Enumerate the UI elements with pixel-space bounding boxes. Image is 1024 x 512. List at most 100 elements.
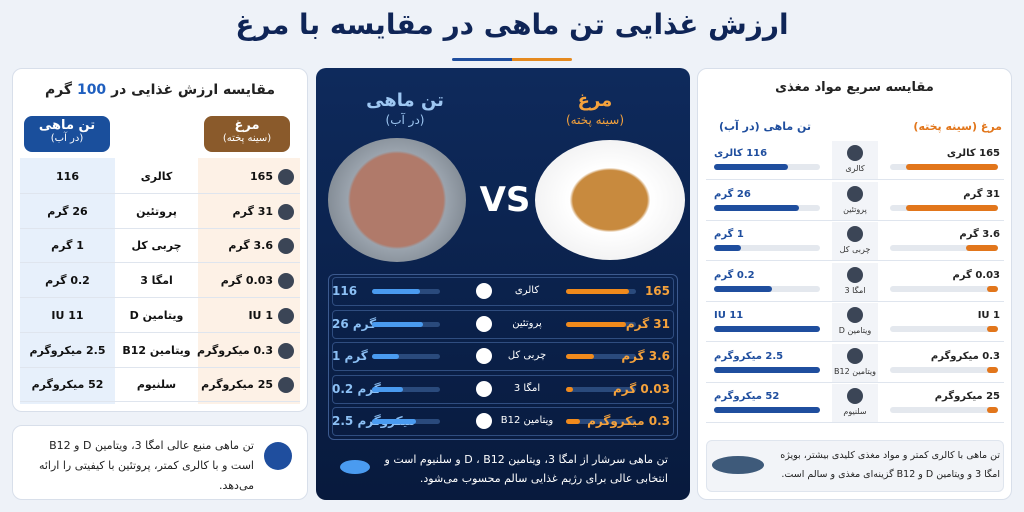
- right-chicken-value: 31 گرم: [963, 188, 1000, 200]
- right-tuna-bar: [714, 164, 789, 170]
- right-chicken-value: 25 میکروگرم: [934, 391, 1000, 402]
- right-chicken-bar: [906, 164, 998, 170]
- nutrient-name: سلنیوم: [136, 378, 177, 392]
- left-note-box: [12, 425, 308, 500]
- mid-chicken-bar: [566, 354, 594, 359]
- mid-chicken-value: 31 گرم: [625, 316, 670, 331]
- right-chicken-value: 3.6 گرم: [959, 229, 1000, 240]
- right-nutrient: سلنیوم: [843, 407, 867, 416]
- vs-label: VS: [479, 180, 531, 220]
- nutrient-icon: [278, 169, 294, 185]
- right-tuna-bar: [714, 204, 799, 211]
- right-tuna-value: 1 گرم: [714, 229, 744, 240]
- table-row: [20, 299, 300, 333]
- chicken-value: 165: [250, 170, 273, 183]
- mid-tuna: تن ماهی: [366, 90, 444, 111]
- chicken-value: 3.6 گرم: [228, 239, 273, 253]
- nutrient-icon: [278, 273, 294, 290]
- nutrient-icon: [278, 307, 294, 324]
- chicken-pill-sub: (سینه پخته): [222, 133, 272, 144]
- table-row: [20, 160, 300, 194]
- right-row: [706, 302, 1004, 342]
- page-title: ارزش غذایی تن ماهی در مقایسه با مرغ: [235, 8, 789, 41]
- mid-chicken-bar: [566, 419, 580, 424]
- chicken-pill-label: مرغ: [234, 118, 260, 133]
- mid-nutrient: پروتئین: [512, 317, 542, 329]
- nutrient-name: ویتامین D: [129, 308, 184, 322]
- mid-chicken-value: 3.6 گرم: [621, 349, 670, 363]
- mid-icon: [476, 348, 492, 364]
- right-tuna-track: [714, 245, 820, 251]
- nutrient-icon: [278, 377, 294, 394]
- right-chicken-bar: [987, 407, 998, 413]
- mid-icon: [476, 283, 492, 299]
- mid-chicken-bar-track: [566, 354, 636, 359]
- mid-row: [332, 374, 674, 404]
- table-row: [20, 368, 300, 403]
- right-chicken-value: 0.03 گرم: [952, 269, 1000, 281]
- left-note: تن ماهی منبع عالی امگا 3، ویتامین D و B1…: [38, 439, 254, 492]
- right-icon: [847, 307, 863, 323]
- right-icon: [847, 185, 863, 202]
- right-chicken-track: [890, 407, 998, 413]
- tuna-value: 116: [56, 170, 79, 183]
- right-chicken-bar: [987, 326, 998, 332]
- chicken-plate: [535, 140, 685, 260]
- mid-row: [332, 309, 674, 339]
- chicken-value: 25 میکروگرم: [201, 378, 273, 392]
- tuna-pill-sub: (در آب): [50, 133, 84, 144]
- right-tuna-value: 116 کالری: [714, 148, 768, 159]
- tuna-value: 0.2 گرم: [45, 274, 90, 288]
- table-row: [20, 264, 300, 299]
- right-row: [706, 343, 1004, 383]
- left-title: مقایسه ارزش غذایی در 100 گرم: [20, 82, 300, 98]
- nutrient-name: پروتئین: [136, 204, 177, 218]
- left-title-part: مقایسه ارزش غذایی در: [111, 82, 276, 98]
- right-nutrient: چربی کل: [839, 245, 871, 254]
- mid-icon: [476, 315, 492, 332]
- right-icon: [847, 226, 863, 242]
- tuna-value: 26 گرم: [47, 204, 88, 218]
- fish-icon: [340, 460, 370, 474]
- nutrient-name: چربی کل: [131, 239, 182, 253]
- right-chicken-bar: [965, 245, 998, 251]
- right-chicken-head: مرغ (سینه پخته): [913, 120, 1002, 133]
- mid-tuna-bar: [372, 386, 403, 392]
- mid-icon: [476, 413, 492, 429]
- nutrient-name: ویتامین B12: [122, 343, 191, 357]
- right-tuna-head: تن ماهی (در آب): [718, 120, 812, 133]
- tuna-pill: تن ماهی (در آب): [24, 116, 110, 152]
- right-chicken-bar: [987, 366, 998, 373]
- mid-tuna-bar: [372, 289, 420, 294]
- right-chicken-track: [890, 326, 998, 332]
- right-row: [706, 181, 1004, 221]
- mid-chicken: مرغ: [577, 90, 613, 111]
- right-chicken-track: [890, 366, 998, 373]
- mid-row: [332, 277, 674, 306]
- right-nutrient: کالری: [845, 164, 865, 173]
- tuna-value: 1 گرم: [51, 239, 84, 253]
- chicken-pill: مرغ (سینه پخته): [204, 116, 290, 152]
- mid-tuna-sub: (در آب): [385, 113, 425, 127]
- tuna-value: 2.5 میکروگرم: [29, 343, 106, 357]
- right-row: [706, 262, 1004, 302]
- right-tuna-value: 0.2 گرم: [714, 269, 755, 281]
- mid-nutrient: کالری: [514, 285, 540, 296]
- left-title-part: 100: [76, 82, 112, 98]
- mid-note: تن ماهی سرشار از امگا 3، ویتامین D ، B12…: [384, 453, 668, 485]
- right-icon: [847, 388, 863, 404]
- mid-chicken-value: 165: [644, 284, 670, 298]
- mid-tuna-bar: [372, 419, 417, 424]
- nutrient-icon: [278, 238, 294, 255]
- table-row: [20, 334, 300, 368]
- table-row: [20, 195, 300, 229]
- mid-icon: [476, 380, 492, 397]
- title-rule: [452, 58, 572, 61]
- mid-table-box: [328, 274, 678, 440]
- tuna-value: 52 میکروگرم: [31, 378, 104, 392]
- left-title-part: گرم: [44, 82, 77, 98]
- right-nutrient: امگا 3: [844, 285, 866, 295]
- mid-tuna-bar: [372, 354, 400, 359]
- chicken-value: 0.3 میکروگرم: [196, 343, 273, 357]
- right-tuna-value: 26 گرم: [714, 188, 751, 200]
